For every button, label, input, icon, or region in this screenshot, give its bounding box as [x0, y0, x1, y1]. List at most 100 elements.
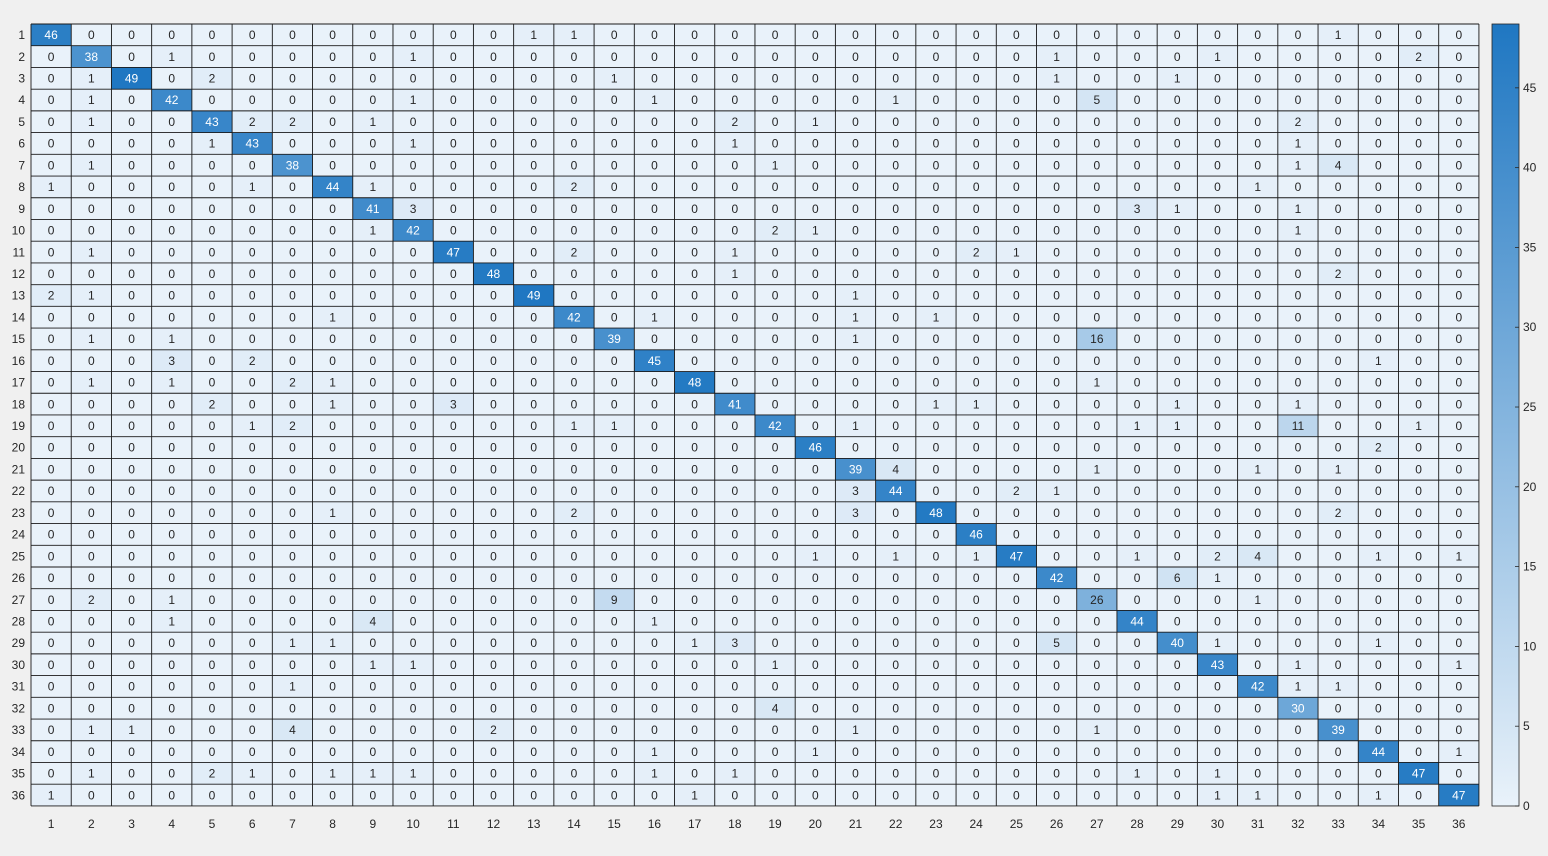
- heatmap-cell: [1157, 632, 1198, 654]
- cell-value-label: 1: [1174, 202, 1181, 216]
- heatmap-cell: [31, 588, 72, 611]
- heatmap-cell: [1116, 545, 1158, 567]
- heatmap-cell: [996, 284, 1037, 307]
- cell-value-label: 0: [611, 658, 618, 672]
- heatmap-cell: [875, 176, 916, 198]
- cell-value-label: 0: [1254, 28, 1261, 42]
- cell-value-label: 2: [249, 115, 256, 129]
- cell-value-label: 0: [1053, 745, 1060, 759]
- cell-value-label: 0: [973, 354, 980, 368]
- heatmap-cell: [473, 219, 514, 242]
- cell-value-label: 0: [128, 680, 135, 694]
- heatmap-cell: [956, 110, 997, 133]
- cell-value-label: 0: [691, 462, 698, 476]
- heatmap-cell: [1076, 306, 1117, 329]
- heatmap-cell: [1398, 762, 1439, 785]
- heatmap-cell: [754, 762, 796, 785]
- cell-value-label: 0: [571, 289, 578, 303]
- heatmap-cell: [151, 523, 192, 546]
- cell-value-label: 0: [249, 93, 256, 107]
- cell-value-label: 0: [1134, 723, 1141, 737]
- heatmap-cell: [835, 241, 876, 263]
- heatmap-cell: [272, 24, 313, 46]
- cell-value-label: 0: [530, 745, 537, 759]
- cell-value-label: 0: [249, 202, 256, 216]
- cell-value-label: 0: [1375, 593, 1382, 607]
- heatmap-cell: [151, 241, 192, 263]
- cell-value-label: 0: [772, 245, 779, 259]
- cell-value-label: 0: [1214, 137, 1221, 151]
- cell-value-label: 48: [929, 506, 943, 520]
- cell-value-label: 0: [1375, 615, 1382, 629]
- cell-value-label: 0: [1053, 528, 1060, 542]
- cell-value-label: 1: [852, 289, 859, 303]
- cell-value-label: 0: [611, 50, 618, 64]
- heatmap-cell: [272, 675, 313, 698]
- heatmap-cell: [553, 219, 595, 242]
- cell-value-label: 0: [48, 419, 55, 433]
- heatmap-cell: [513, 632, 554, 654]
- cell-value-label: 0: [249, 680, 256, 694]
- heatmap-cell: [915, 45, 957, 68]
- heatmap-cell: [392, 241, 434, 263]
- cell-value-label: 1: [973, 549, 980, 563]
- cell-value-label: 0: [370, 788, 377, 802]
- heatmap-cell: [956, 458, 997, 481]
- cell-value-label: 0: [1013, 332, 1020, 346]
- cell-value-label: 0: [329, 72, 336, 86]
- cell-value-label: 0: [1053, 506, 1060, 520]
- cell-value-label: 0: [450, 615, 457, 629]
- heatmap-cell: [71, 740, 112, 763]
- cell-value-label: 2: [1295, 115, 1302, 129]
- cell-value-label: 0: [1375, 680, 1382, 694]
- cell-value-label: 0: [1093, 441, 1100, 455]
- cell-value-label: 0: [691, 441, 698, 455]
- heatmap-cell: [71, 219, 112, 242]
- heatmap-cell: [1036, 414, 1077, 437]
- heatmap-cell: [1358, 328, 1399, 350]
- cell-value-label: 0: [691, 289, 698, 303]
- cell-value-label: 0: [370, 593, 377, 607]
- heatmap-cell: [151, 719, 192, 741]
- heatmap-cell: [1157, 284, 1198, 307]
- cell-value-label: 0: [933, 376, 940, 390]
- heatmap-cell: [392, 197, 434, 220]
- cell-value-label: 0: [1214, 93, 1221, 107]
- cell-value-label: 0: [933, 701, 940, 715]
- heatmap-cell: [1358, 45, 1399, 68]
- cell-value-label: 2: [973, 245, 980, 259]
- heatmap-cell: [31, 414, 72, 437]
- cell-value-label: 0: [128, 571, 135, 585]
- cell-value-label: 1: [1134, 549, 1141, 563]
- heatmap-cell: [1318, 501, 1359, 524]
- cell-value-label: 0: [1254, 506, 1261, 520]
- cell-value-label: 0: [691, 615, 698, 629]
- cell-value-label: 0: [249, 310, 256, 324]
- heatmap-cell: [1358, 393, 1399, 415]
- cell-value-label: 0: [128, 745, 135, 759]
- cell-value-label: 0: [1455, 723, 1462, 737]
- heatmap-cell: [312, 241, 353, 263]
- heatmap-cell: [915, 67, 957, 90]
- heatmap-cell: [1076, 67, 1117, 90]
- heatmap-cell: [111, 545, 152, 567]
- cell-value-label: 0: [209, 289, 216, 303]
- heatmap-cell: [473, 306, 514, 329]
- heatmap-cell: [191, 588, 233, 611]
- heatmap-cell: [1318, 197, 1359, 220]
- cell-value-label: 2: [490, 723, 497, 737]
- cell-value-label: 46: [809, 441, 823, 455]
- cell-value-label: 0: [490, 376, 497, 390]
- cell-value-label: 0: [892, 354, 899, 368]
- heatmap-cell: [674, 45, 715, 68]
- cell-value-label: 0: [933, 137, 940, 151]
- cell-value-label: 0: [571, 376, 578, 390]
- heatmap-cell: [513, 545, 554, 567]
- heatmap-cell: [473, 719, 514, 741]
- heatmap-cell: [1358, 284, 1399, 307]
- heatmap-cell: [1116, 132, 1158, 155]
- heatmap-cell: [674, 610, 715, 633]
- cell-value-label: 0: [168, 484, 175, 498]
- cell-value-label: 0: [651, 202, 658, 216]
- heatmap-cell: [714, 784, 755, 806]
